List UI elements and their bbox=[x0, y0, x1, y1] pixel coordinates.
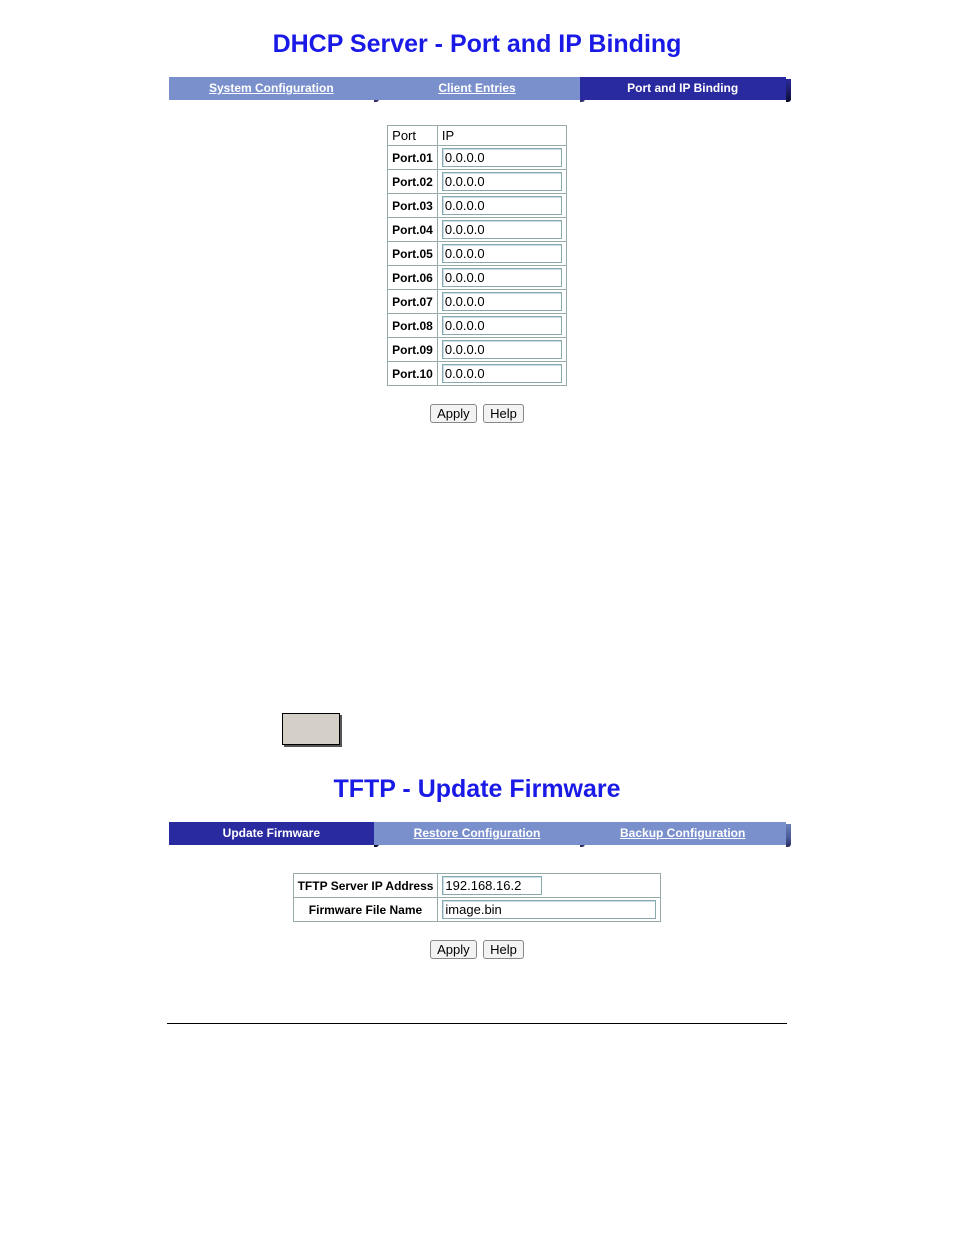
port-ip-table: Port IP Port.01 Port.02 Port.03 Port.04 … bbox=[387, 125, 567, 386]
ip-input-port-02[interactable] bbox=[442, 172, 562, 191]
ip-input-port-07[interactable] bbox=[442, 292, 562, 311]
tftp-server-ip-input[interactable] bbox=[442, 876, 542, 895]
col-ip-header: IP bbox=[437, 126, 566, 146]
firmware-file-name-label: Firmware File Name bbox=[293, 898, 438, 922]
tftp-title: TFTP - Update Firmware bbox=[0, 775, 954, 804]
tftp-form-table: TFTP Server IP Address Firmware File Nam… bbox=[293, 873, 662, 922]
tab-update-firmware[interactable]: Update Firmware bbox=[169, 822, 375, 845]
help-button[interactable]: Help bbox=[483, 940, 524, 959]
help-button[interactable]: Help bbox=[483, 404, 524, 423]
port-label: Port.10 bbox=[388, 362, 438, 386]
tab-client-entries[interactable]: Client Entries bbox=[374, 77, 580, 100]
ip-input-port-08[interactable] bbox=[442, 316, 562, 335]
ip-input-port-05[interactable] bbox=[442, 244, 562, 263]
tftp-server-ip-label: TFTP Server IP Address bbox=[293, 874, 438, 898]
dhcp-section: DHCP Server - Port and IP Binding System… bbox=[0, 30, 954, 423]
port-label: Port.09 bbox=[388, 338, 438, 362]
dhcp-button-row: Apply Help bbox=[0, 404, 954, 423]
col-port-header: Port bbox=[388, 126, 438, 146]
firmware-file-name-input[interactable] bbox=[442, 900, 656, 919]
ip-input-port-04[interactable] bbox=[442, 220, 562, 239]
port-label: Port.05 bbox=[388, 242, 438, 266]
tab-port-ip-binding[interactable]: Port and IP Binding bbox=[580, 77, 786, 100]
tftp-button-row: Apply Help bbox=[0, 940, 954, 959]
port-label: Port.06 bbox=[388, 266, 438, 290]
dhcp-tab-bar: System Configuration Client Entries Port… bbox=[169, 77, 786, 100]
dhcp-title: DHCP Server - Port and IP Binding bbox=[0, 30, 954, 59]
tab-backup-configuration[interactable]: Backup Configuration bbox=[580, 822, 786, 845]
tab-restore-configuration[interactable]: Restore Configuration bbox=[374, 822, 580, 845]
gray-box bbox=[282, 713, 340, 745]
ip-input-port-06[interactable] bbox=[442, 268, 562, 287]
ip-input-port-01[interactable] bbox=[442, 148, 562, 167]
ip-input-port-09[interactable] bbox=[442, 340, 562, 359]
ip-input-port-10[interactable] bbox=[442, 364, 562, 383]
port-label: Port.01 bbox=[388, 146, 438, 170]
divider bbox=[167, 1023, 787, 1024]
tftp-section: TFTP - Update Firmware Update Firmware R… bbox=[0, 775, 954, 1024]
port-label: Port.03 bbox=[388, 194, 438, 218]
port-label: Port.08 bbox=[388, 314, 438, 338]
apply-button[interactable]: Apply bbox=[430, 404, 477, 423]
port-label: Port.02 bbox=[388, 170, 438, 194]
port-label: Port.07 bbox=[388, 290, 438, 314]
port-label: Port.04 bbox=[388, 218, 438, 242]
apply-button[interactable]: Apply bbox=[430, 940, 477, 959]
ip-input-port-03[interactable] bbox=[442, 196, 562, 215]
tab-system-configuration[interactable]: System Configuration bbox=[169, 77, 375, 100]
tftp-tab-bar: Update Firmware Restore Configuration Ba… bbox=[169, 822, 786, 845]
